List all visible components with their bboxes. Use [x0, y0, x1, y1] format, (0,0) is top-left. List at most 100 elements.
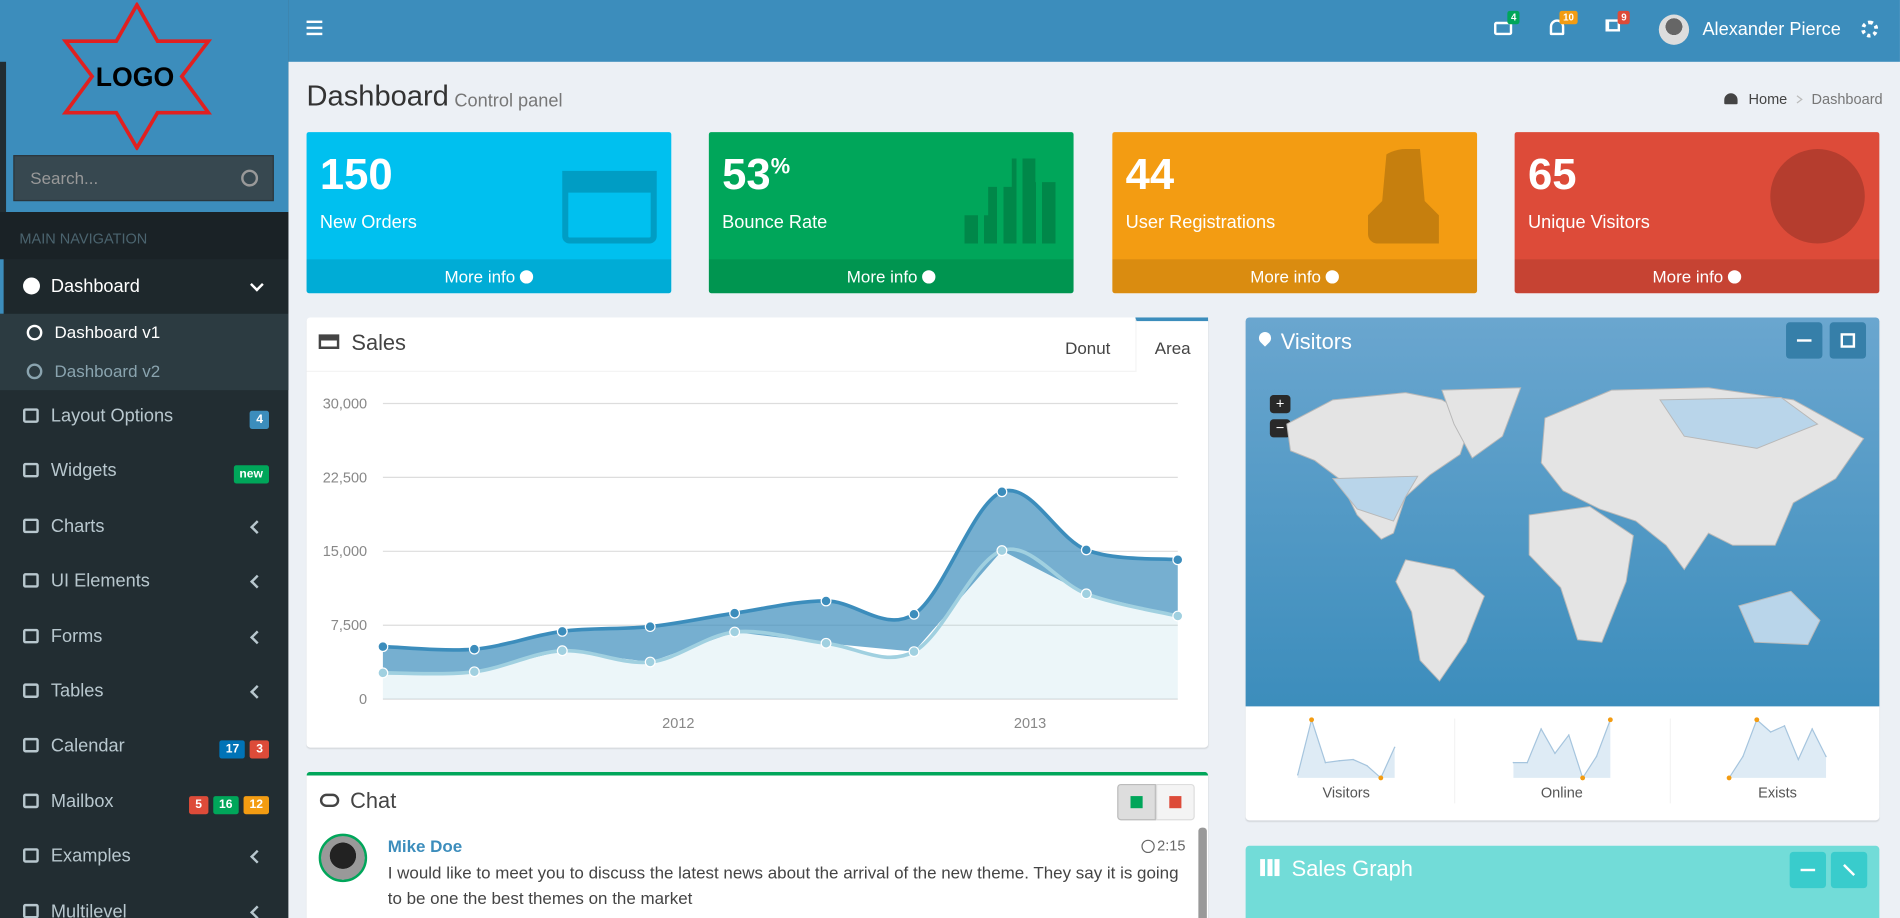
menu-toggle[interactable]: [306, 20, 323, 24]
arrow-icon: [1325, 270, 1340, 284]
status-button[interactable]: [1117, 783, 1156, 821]
nav-item[interactable]: Charts: [0, 500, 288, 553]
user-avatar[interactable]: [1658, 14, 1690, 45]
tasks-icon[interactable]: [1605, 19, 1621, 32]
nav-active[interactable]: [0, 259, 289, 314]
info-footer[interactable]: More info: [1112, 259, 1478, 294]
info-link[interactable]: More info: [1652, 266, 1724, 286]
nav-item[interactable]: Widgets new: [0, 445, 288, 498]
nav-item[interactable]: Mailbox 5 16 12: [0, 775, 288, 828]
data-point: [377, 641, 389, 653]
spark-label: Visitors: [1323, 785, 1370, 801]
nav-heading: MAIN NAVIGATION: [19, 230, 148, 248]
info-box: 53% Bounce Rate More info: [708, 132, 1074, 294]
spark-label: Online: [1541, 785, 1583, 801]
info-link[interactable]: More info: [444, 266, 516, 286]
collapse-button[interactable]: [1786, 322, 1823, 359]
submenu-item[interactable]: Dashboard v1: [54, 322, 161, 342]
chat-icon: [319, 793, 340, 807]
tab-active[interactable]: [1135, 317, 1209, 372]
nav-item[interactable]: Calendar 17 3: [0, 720, 288, 773]
breadcrumb-item: Dashboard: [1811, 90, 1883, 108]
arrow-icon: [922, 270, 936, 284]
spark-line: [1728, 718, 1827, 779]
notifications-icon[interactable]: [1549, 19, 1565, 36]
status-dot: [1169, 796, 1182, 809]
breadcrumb-item[interactable]: Home: [1748, 90, 1788, 108]
data-point: [1172, 554, 1184, 566]
spark-line: [1297, 717, 1396, 779]
nav-item[interactable]: Forms: [0, 610, 288, 663]
collapse-button[interactable]: [1789, 851, 1827, 889]
chat-box: [306, 771, 1209, 918]
badge: 17: [219, 740, 246, 759]
spark-point: [1324, 761, 1327, 764]
info-icon: [1368, 149, 1463, 244]
spark-point: [1742, 755, 1744, 758]
info-number: 44: [1125, 149, 1175, 199]
scrollbar: [1198, 827, 1207, 918]
info-footer[interactable]: More info: [708, 259, 1074, 294]
search-icon[interactable]: [241, 169, 259, 187]
status-button[interactable]: [1155, 783, 1195, 821]
zoom-in[interactable]: +: [1269, 395, 1291, 414]
nav-icon: [23, 573, 39, 588]
nav-item[interactable]: Layout Options 4: [0, 390, 288, 443]
divider: [1669, 718, 1671, 804]
spark-point: [1352, 758, 1354, 761]
box-title: Sales Graph: [1291, 856, 1413, 881]
info-link[interactable]: More info: [846, 266, 918, 286]
nav-label: Examples: [50, 845, 131, 867]
submenu: [0, 313, 289, 391]
search-placeholder[interactable]: Search...: [30, 168, 99, 188]
data-point: [996, 545, 1008, 557]
x-tick-label: 2013: [1014, 716, 1046, 732]
info-number: 150: [319, 149, 393, 199]
info-icon: [1770, 149, 1865, 244]
logo-text: LOGO: [95, 61, 175, 93]
divider: [1454, 718, 1456, 804]
nav-icon: [23, 518, 39, 533]
spark-area: [1297, 719, 1395, 778]
zoom-out[interactable]: −: [1269, 419, 1291, 438]
spark-point: [1540, 728, 1542, 730]
nav-item[interactable]: Examples: [0, 830, 288, 883]
tab[interactable]: Area: [1154, 338, 1191, 358]
info-footer[interactable]: More info: [1514, 259, 1880, 294]
nav-item[interactable]: UI Elements: [0, 555, 288, 608]
spark-point: [1797, 758, 1800, 761]
data-point: [468, 643, 480, 655]
close-button[interactable]: [1830, 851, 1868, 889]
badge-group: new: [228, 462, 269, 484]
data-point: [729, 626, 741, 638]
nav-item[interactable]: Multilevel: [0, 885, 288, 918]
info-label: Unique Visitors: [1527, 212, 1650, 233]
spark-area: [1729, 719, 1827, 778]
submenu-item[interactable]: Dashboard v2: [54, 361, 161, 381]
nav-label[interactable]: Dashboard: [50, 276, 140, 297]
spark-point: [1554, 752, 1556, 755]
spark-point: [1309, 717, 1315, 723]
grid-icon: [1260, 859, 1280, 877]
map-region: [1528, 505, 1634, 643]
series-line: [382, 488, 1178, 652]
page-title: Dashboard: [306, 79, 449, 113]
data-point: [1080, 544, 1092, 556]
info-box: 44 User Registrations More info: [1112, 132, 1478, 294]
tab[interactable]: Donut: [1065, 338, 1111, 358]
calendar-button[interactable]: [1829, 322, 1867, 359]
info-footer[interactable]: More info: [306, 259, 672, 294]
settings-icon[interactable]: [1861, 20, 1879, 38]
map-region: [1441, 387, 1522, 459]
user-name[interactable]: Alexander Pierce: [1702, 19, 1841, 40]
search-box[interactable]: [13, 155, 274, 202]
nav-label: Mailbox: [50, 790, 114, 812]
logo-star: [61, 2, 213, 151]
chat-name[interactable]: Mike Doe: [387, 836, 463, 856]
nav-item[interactable]: Tables: [0, 665, 288, 718]
spark-point: [1726, 775, 1732, 781]
info-link[interactable]: More info: [1250, 266, 1321, 286]
messages-icon[interactable]: [1494, 21, 1513, 36]
